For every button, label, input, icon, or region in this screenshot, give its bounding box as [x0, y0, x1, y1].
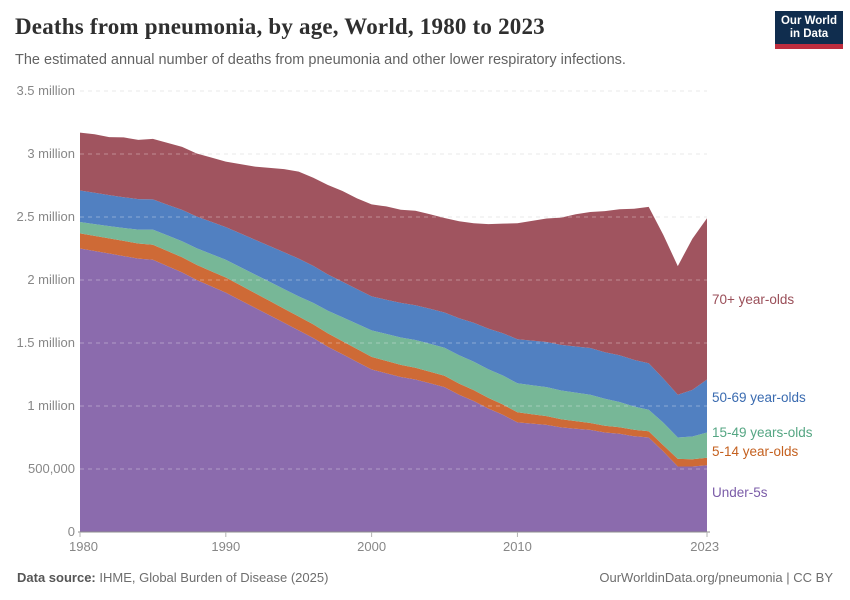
area-under-5s[interactable] [80, 248, 707, 533]
series-label-5-14-year-olds[interactable]: 5-14 year-olds [712, 444, 799, 460]
attribution-link[interactable]: OurWorldinData.org/pneumonia | CC BY [599, 570, 833, 585]
owid-logo-line1: Our World [780, 14, 837, 27]
area-70plus-year-olds[interactable] [80, 132, 707, 395]
data-source: Data source: IHME, Global Burden of Dise… [17, 570, 328, 585]
page-title: Deaths from pneumonia, by age, World, 19… [15, 14, 545, 39]
area-15-49-years-olds[interactable] [80, 222, 707, 460]
series-label-15-49-years-olds[interactable]: 15-49 years-olds [712, 425, 813, 441]
series-label-70plus-year-olds[interactable]: 70+ year-olds [712, 291, 795, 307]
owid-logo[interactable]: Our World in Data [775, 11, 843, 49]
data-source-label: Data source: [17, 570, 96, 585]
area-5-14-year-olds[interactable] [80, 233, 707, 467]
data-source-text: IHME, Global Burden of Disease (2025) [95, 570, 329, 585]
owid-logo-line2: in Data [789, 27, 829, 40]
series-label-under-5s[interactable]: Under-5s [712, 484, 768, 500]
page-subtitle: The estimated annual number of deaths fr… [15, 52, 626, 68]
series-label-50-69-year-olds[interactable]: 50-69 year-olds [712, 390, 806, 406]
area-50-69-year-olds[interactable] [80, 190, 707, 438]
